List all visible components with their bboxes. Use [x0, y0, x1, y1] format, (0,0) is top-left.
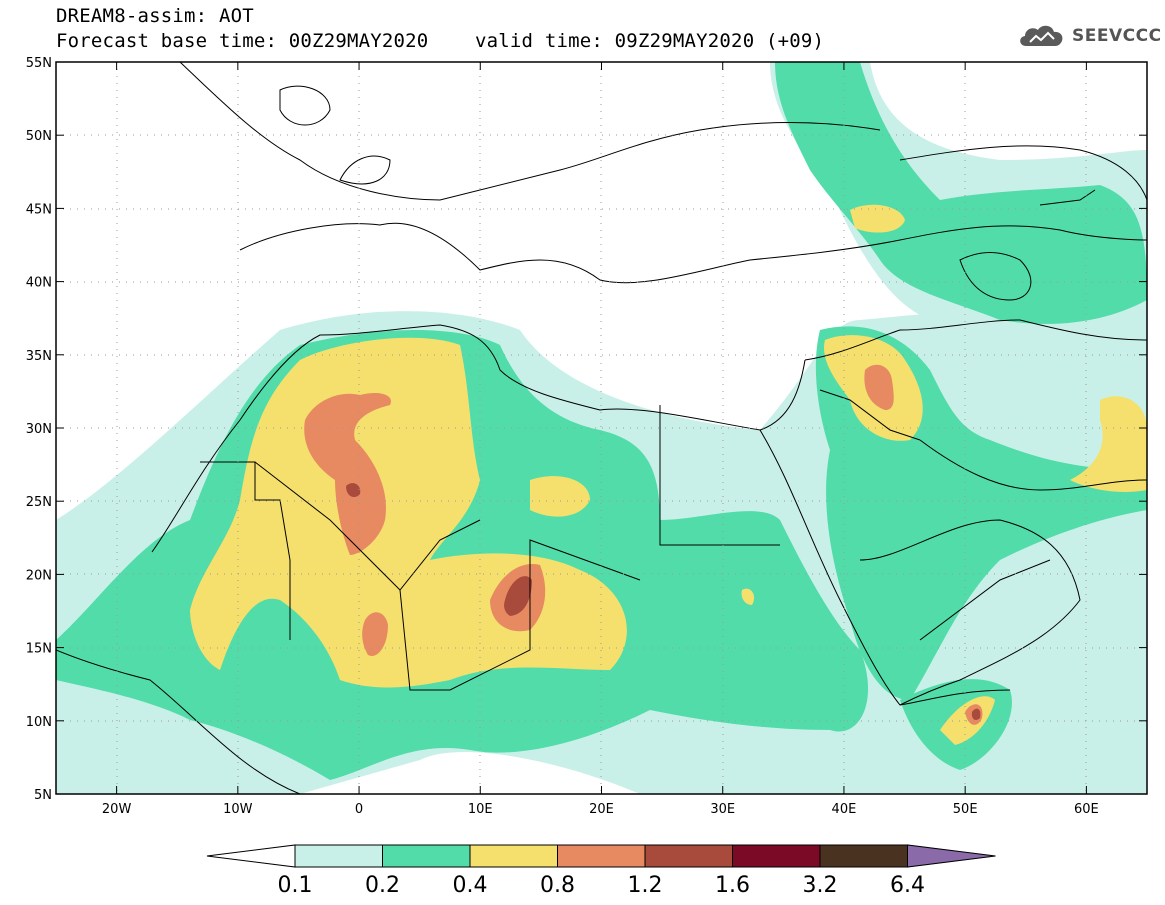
lat-tick-label: 30N [26, 422, 52, 437]
colorbar: 0.1 0.2 0.4 0.8 1.2 1.6 3.2 6.4 [206, 844, 996, 898]
colorbar-level-label: 0.8 [540, 873, 575, 898]
colorbar-under-triangle [206, 844, 296, 868]
colorbar-level-label: 1.2 [628, 873, 663, 898]
lon-tick-label: 30E [710, 802, 735, 817]
aot-field [56, 62, 1147, 794]
seevccc-logo: SEEVCCC [1016, 22, 1162, 50]
colorbar-level-label: 0.4 [453, 873, 488, 898]
lon-tick-label: 50E [953, 802, 978, 817]
lat-tick-label: 55N [26, 56, 52, 71]
colorbar-segment [294, 844, 383, 868]
lon-tick-label: 10W [223, 802, 253, 817]
lon-tick-label: 40E [832, 802, 857, 817]
colorbar-segment [469, 844, 558, 868]
lon-axis: 20W 10W 0 10E 20E 30E 40E 50E 60E [102, 802, 1099, 817]
lat-tick-label: 40N [26, 276, 52, 291]
lat-tick-label: 10N [26, 715, 52, 730]
colorbar-segment [382, 844, 471, 868]
lat-axis: 55N 50N 45N 40N 35N 30N 25N 20N 15N 10N 5N [26, 56, 52, 803]
colorbar-segment [644, 844, 733, 868]
axis-ticks [56, 61, 1147, 795]
lat-tick-label: 50N [26, 129, 52, 144]
aot-band-0.8 [304, 364, 983, 725]
lat-tick-label: 15N [26, 642, 52, 657]
lat-tick-label: 25N [26, 495, 52, 510]
lon-tick-label: 20W [102, 802, 132, 817]
cloud-icon [1020, 25, 1063, 46]
colorbar-segment [819, 844, 908, 868]
lat-tick-label: 20N [26, 568, 52, 583]
logo-text: SEEVCCC [1072, 26, 1162, 46]
aot-band-1.2 [346, 483, 981, 720]
colorbar-over-triangle [907, 844, 996, 868]
colorbar-level-label: 0.1 [278, 873, 313, 898]
lon-tick-label: 0 [355, 802, 363, 817]
coastlines [56, 62, 1147, 794]
lon-tick-label: 60E [1074, 802, 1099, 817]
colorbar-level-label: 6.4 [890, 873, 925, 898]
colorbar-level-label: 3.2 [803, 873, 838, 898]
colorbar-segment [557, 844, 646, 868]
colorbar-level-label: 0.2 [365, 873, 400, 898]
colorbar-level-label: 1.6 [715, 873, 750, 898]
lat-tick-label: 5N [34, 788, 52, 803]
lat-tick-label: 35N [26, 349, 52, 364]
colorbar-segment [732, 844, 821, 868]
lon-tick-label: 20E [589, 802, 614, 817]
lat-tick-label: 45N [26, 202, 52, 217]
graticule [56, 62, 1147, 794]
title-line-2: Forecast base time: 00Z29MAY2020 valid t… [56, 30, 825, 52]
lon-tick-label: 10E [468, 802, 493, 817]
title-line-1: DREAM8-assim: AOT [56, 5, 254, 27]
